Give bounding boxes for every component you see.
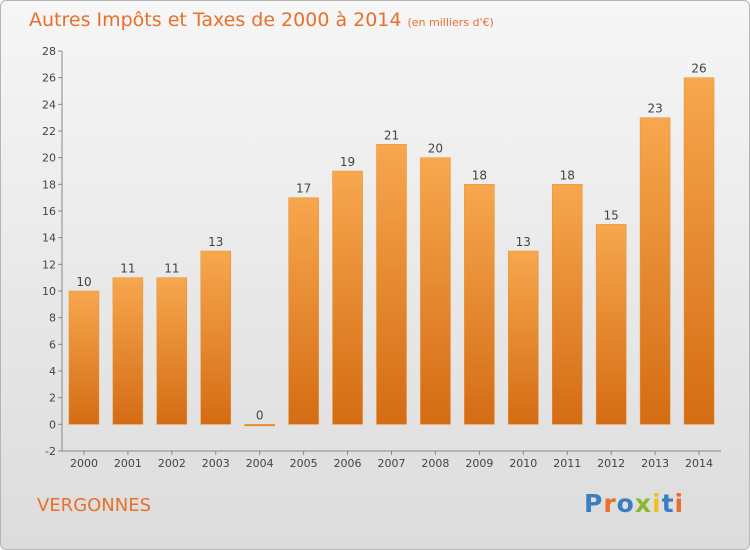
x-tick-label: 2005 [290, 457, 318, 470]
x-tick-label: 2011 [553, 457, 581, 470]
x-tick-label: 2008 [421, 457, 449, 470]
data-label-2000: 10 [76, 275, 91, 289]
bar-2007 [376, 144, 407, 425]
y-tick-label: 2 [49, 392, 56, 405]
x-tick-label: 2010 [509, 457, 537, 470]
data-label-2012: 15 [604, 208, 619, 222]
data-label-2004: 0 [256, 408, 264, 422]
y-tick-label: 14 [42, 232, 56, 245]
data-label-2008: 20 [428, 142, 443, 156]
data-label-2002: 11 [164, 262, 179, 276]
bar-2010 [508, 250, 539, 425]
bar-2009 [464, 184, 495, 425]
bar-2003 [200, 250, 232, 425]
x-tick-label: 2002 [158, 457, 186, 470]
x-tick-label: 2001 [114, 457, 142, 470]
x-tick-label: 2013 [641, 457, 669, 470]
x-tick-label: 2000 [70, 457, 98, 470]
y-tick-label: -2 [45, 445, 56, 458]
y-tick-label: 22 [42, 125, 56, 138]
bar-2014 [683, 77, 715, 425]
y-tick-label: 16 [42, 205, 56, 218]
commune-name: VERGONNES [37, 495, 152, 516]
y-tick-label: 24 [42, 98, 56, 111]
chart-title-text: Autres Impôts et Taxes de 2000 à 2014 [29, 9, 402, 31]
chart-title: Autres Impôts et Taxes de 2000 à 2014 (en… [29, 9, 494, 31]
bar-2001 [112, 277, 144, 425]
x-tick-label: 2004 [246, 457, 274, 470]
y-tick-label: 26 [42, 72, 56, 85]
bar-2004 [244, 424, 275, 427]
y-tick-label: 6 [49, 338, 56, 351]
logo-letter: i [674, 489, 685, 518]
data-label-2001: 11 [120, 262, 135, 276]
bar-2013 [639, 117, 671, 425]
logo-letter: x [634, 489, 652, 518]
chart-data-labels: 10 11 11 13 0 17 19 21 20 18 13 18 15 23 26 [76, 62, 706, 423]
bar-2000 [68, 290, 100, 425]
y-tick-label: 12 [42, 258, 56, 271]
logo-letter: o [616, 489, 635, 518]
logo-letter: r [603, 489, 617, 518]
bar-2011 [551, 184, 583, 425]
x-tick-label: 2012 [597, 457, 625, 470]
logo-letter: P [584, 489, 604, 518]
data-label-2010: 13 [516, 235, 531, 249]
x-tick-label: 2009 [465, 457, 493, 470]
bar-2006 [332, 170, 363, 425]
x-tick-label: 2006 [334, 457, 362, 470]
x-tick-label: 2014 [685, 457, 713, 470]
data-label-2014: 26 [691, 62, 706, 76]
y-tick-label: 10 [42, 285, 56, 298]
x-tick-label: 2003 [202, 457, 230, 470]
bar-2002 [156, 277, 188, 425]
bar-2005 [288, 197, 319, 425]
data-label-2005: 17 [296, 182, 311, 196]
data-label-2009: 18 [472, 168, 487, 182]
proxiti-logo: Proxiti [584, 489, 684, 518]
data-label-2007: 21 [384, 128, 399, 142]
chart-bars [68, 77, 715, 427]
y-tick-label: 28 [42, 45, 56, 58]
y-tick-label: 18 [42, 178, 56, 191]
logo-letter: t [661, 489, 675, 518]
data-label-2011: 18 [560, 168, 575, 182]
y-tick-label: 20 [42, 152, 56, 165]
bar-2008 [420, 157, 451, 425]
data-label-2003: 13 [208, 235, 223, 249]
y-tick-label: 4 [49, 365, 56, 378]
y-tick-label: 8 [49, 312, 56, 325]
bar-2012 [595, 224, 627, 425]
y-tick-label: 0 [49, 418, 56, 431]
data-label-2013: 23 [647, 102, 662, 116]
logo-letter: i [652, 489, 662, 518]
data-label-2006: 19 [340, 155, 355, 169]
x-tick-label: 2007 [378, 457, 406, 470]
chart-subtitle: (en milliers d'€) [407, 16, 494, 29]
